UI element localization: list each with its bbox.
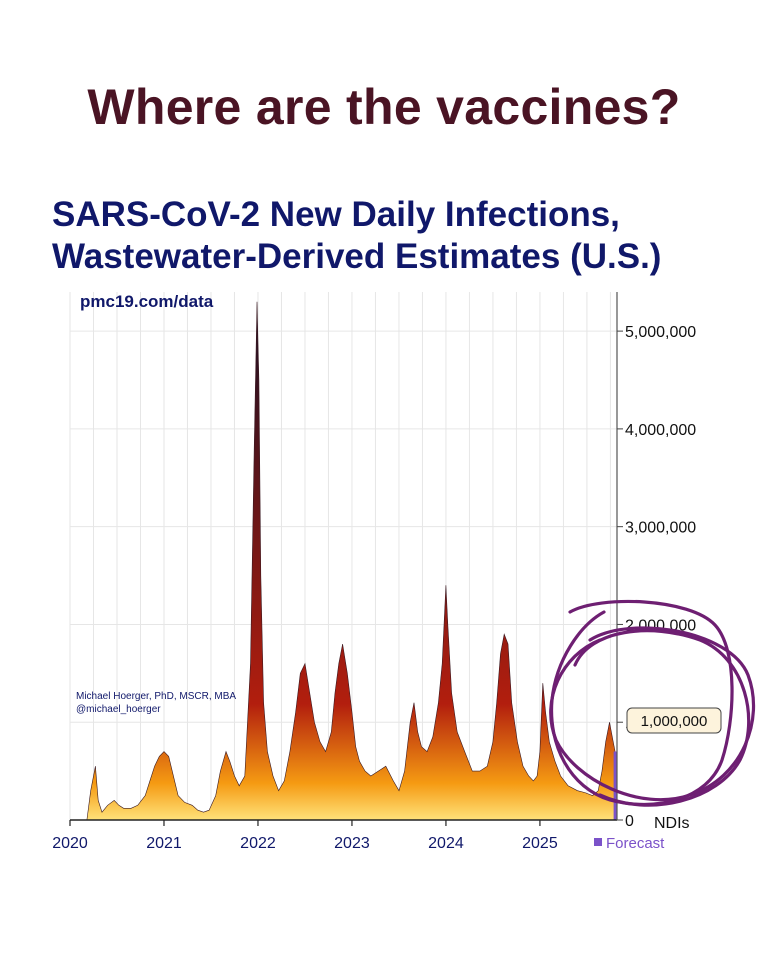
y-unit-label: NDIs [654, 815, 690, 832]
headline: Where are the vaccines? [87, 79, 681, 135]
forecast-legend-label: Forecast [606, 835, 665, 852]
y-tick-label: 0 [625, 813, 634, 830]
y-tick-label: 4,000,000 [625, 422, 696, 439]
x-tick-label: 2021 [146, 835, 182, 852]
x-tick-label: 2025 [522, 835, 558, 852]
credit-name: Michael Hoerger, PhD, MSCR, MBA [76, 691, 236, 702]
x-tick-label: 2023 [334, 835, 370, 852]
highlight-label: 1,000,000 [641, 713, 708, 730]
x-tick-label: 2020 [52, 835, 88, 852]
credit-handle: @michael_hoerger [76, 704, 161, 715]
axes: 01,000,0002,000,0003,000,0004,000,0005,0… [52, 292, 696, 852]
x-tick-label: 2022 [240, 835, 276, 852]
forecast-legend-swatch [594, 838, 602, 846]
annotation-circle [549, 599, 756, 807]
series-area-new-daily-infections [70, 301, 616, 821]
chart-title-line-1: SARS-CoV-2 New Daily Infections, [52, 195, 620, 234]
chart-title-line-2: Wastewater-Derived Estimates (U.S.) [52, 237, 662, 276]
source-label: pmc19.com/data [80, 292, 214, 311]
x-tick-label: 2024 [428, 835, 464, 852]
highlight-label-box [626, 707, 722, 734]
y-tick-label: 5,000,000 [625, 324, 696, 341]
chart-title: SARS-CoV-2 New Daily Infections, Wastewa… [52, 194, 752, 278]
y-tick-label: 3,000,000 [625, 520, 696, 537]
